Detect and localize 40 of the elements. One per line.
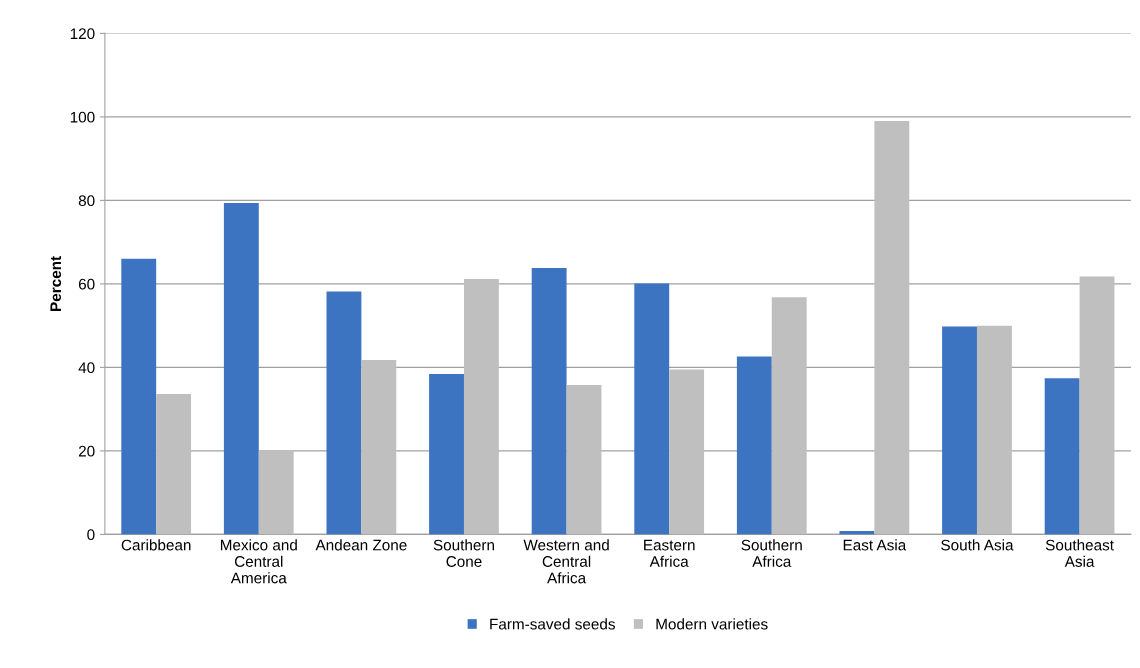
bar [121, 258, 157, 535]
bar [531, 268, 567, 535]
bar [976, 325, 1012, 535]
bar [634, 283, 670, 535]
y-tick-label: 60 [78, 278, 95, 290]
bar [258, 450, 294, 535]
bar [361, 359, 397, 535]
bar [1044, 378, 1080, 535]
bar [223, 202, 259, 535]
x-tick-label: Caribbean [121, 539, 191, 551]
y-axis-title: Percent [50, 256, 62, 311]
y-tick-label: 20 [78, 445, 95, 457]
bar [669, 369, 705, 535]
y-tick-label: 80 [78, 195, 95, 207]
bar [463, 278, 499, 535]
bar [839, 531, 875, 535]
x-tick-label: Eastern Africa [644, 539, 695, 567]
y-tick-label: 0 [87, 529, 95, 541]
y-tick-label: 40 [78, 362, 95, 374]
bar [874, 121, 910, 535]
bar [1079, 276, 1115, 535]
y-tick-label: 100 [70, 111, 95, 123]
x-tick-label: Western and Central Africa [523, 539, 609, 584]
x-tick-label: East Asia [843, 539, 907, 551]
bar [156, 394, 192, 535]
bar [326, 291, 362, 535]
bar [566, 384, 602, 535]
legend-label: Farm-saved seeds [490, 618, 615, 630]
x-tick-label: Southern Africa [741, 539, 802, 567]
legend-label: Modern varieties [656, 618, 768, 630]
x-tick-label: Southeast Asia [1045, 539, 1114, 567]
x-tick-label: Andean Zone [315, 539, 407, 551]
bar [942, 326, 977, 535]
bar [429, 374, 464, 535]
bar [736, 356, 772, 535]
bar [771, 297, 807, 535]
y-tick-label: 120 [70, 28, 95, 40]
x-tick-label: Southern Cone [433, 539, 494, 567]
x-tick-label: Mexico and Central America [220, 539, 297, 584]
x-tick-label: South Asia [941, 539, 1014, 551]
